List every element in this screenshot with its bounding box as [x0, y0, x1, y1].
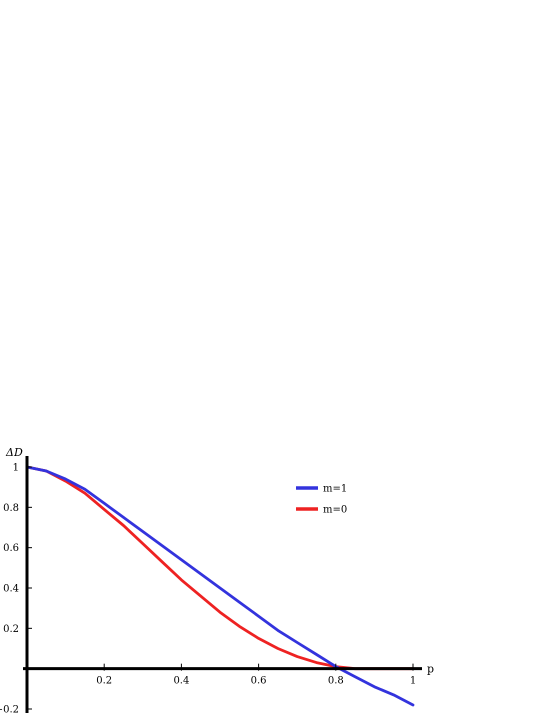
x-tick-label: 0.6: [251, 676, 267, 687]
y-tick-label: 0.8: [3, 503, 19, 514]
ticks-layer: 0.2 0.4 0.6 0.8 1 1 0.8 0.6 0.4 0.2 −0.2: [0, 463, 416, 716]
series-line-m-0: [25, 465, 415, 671]
x-tick-label: 0.4: [173, 676, 189, 687]
legend-label: m=0: [323, 505, 347, 516]
x-tick-label: 0.8: [328, 676, 344, 687]
y-tick-label: 0.6: [3, 543, 19, 554]
y-tick-label: 0.2: [3, 624, 19, 635]
y-tick-label: 1: [13, 463, 19, 474]
y-tick-label: 0.4: [3, 584, 19, 595]
series-line-m-1: [25, 465, 415, 707]
axes-layer: [23, 456, 422, 713]
x-axis-label: p: [427, 663, 434, 676]
y-axis-label: ΔD: [5, 446, 23, 459]
legend-label: m=1: [323, 484, 347, 495]
y-tick-label: −0.2: [0, 705, 19, 716]
legend: m=1 m=0: [296, 484, 347, 516]
x-tick-label: 1: [410, 676, 416, 687]
x-tick-label: 0.2: [96, 676, 112, 687]
